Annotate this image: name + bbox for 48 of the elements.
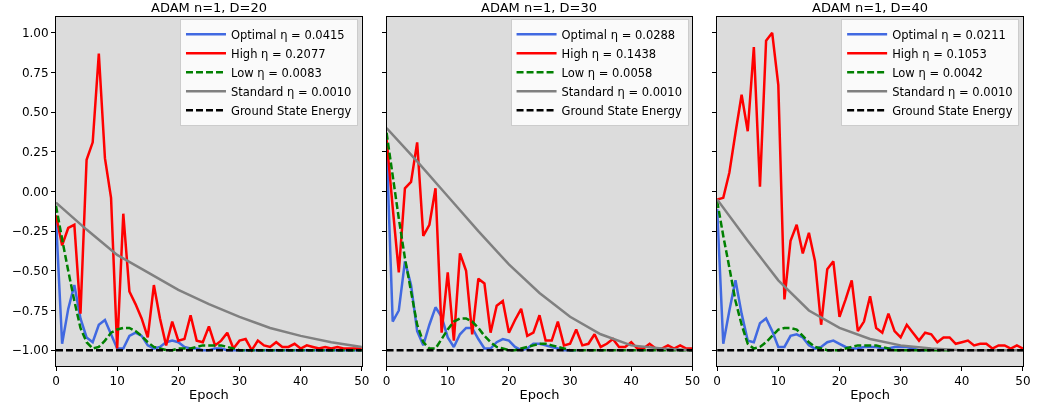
x-axis-title: Epoch (189, 387, 229, 402)
x-tick-label: 0 (713, 374, 721, 389)
x-tick-label: 30 (231, 374, 248, 389)
legend-label: Ground State Energy (892, 103, 1013, 118)
chart-title: ADAM n=1, D=30 (481, 0, 598, 15)
x-tick-label: 0 (382, 374, 391, 389)
y-tick-label: 0.25 (21, 145, 49, 160)
x-tick-label: 40 (293, 374, 309, 389)
chart-title: ADAM n=1, D=40 (812, 0, 929, 15)
x-tick-label: 40 (954, 374, 970, 389)
legend-label: High η = 0.2077 (230, 46, 326, 61)
y-tick-label: −0.25 (11, 224, 49, 239)
y-tick-label: −0.75 (11, 303, 49, 318)
x-tick-label: 10 (440, 374, 456, 389)
y-tick-label: 0.75 (21, 65, 49, 80)
y-tick-label: 0.50 (21, 105, 49, 120)
y-tick-label: 0.00 (21, 184, 49, 199)
chart-title: ADAM n=1, D=20 (151, 0, 268, 15)
legend-label: Low η = 0.0058 (561, 65, 653, 80)
legend-label: Standard η = 0.0010 (561, 84, 683, 99)
x-tick-label: 30 (893, 374, 909, 389)
x-axis-title: Epoch (850, 387, 890, 402)
legend-label: High η = 0.1053 (892, 46, 987, 61)
x-tick-label: 20 (831, 374, 848, 389)
legend-label: Low η = 0.0042 (892, 65, 983, 80)
x-tick-label: 50 (684, 374, 701, 389)
x-tick-label: 50 (354, 374, 370, 389)
legend-label: Low η = 0.0083 (230, 65, 322, 80)
legend-label: Optimal η = 0.0288 (561, 27, 676, 42)
x-tick-label: 10 (109, 374, 125, 389)
y-tick-label: −1.00 (11, 343, 49, 358)
x-tick-label: 20 (170, 374, 186, 389)
x-tick-label: 30 (562, 374, 578, 389)
x-tick-label: 40 (623, 374, 639, 389)
legend-label: Optimal η = 0.0211 (892, 27, 1006, 42)
legend-label: Standard η = 0.0010 (230, 84, 352, 99)
legend-label: Optimal η = 0.0415 (230, 27, 345, 42)
x-tick-label: 10 (770, 374, 786, 389)
y-tick-label: −0.50 (11, 264, 49, 279)
x-tick-label: 20 (501, 374, 517, 389)
legend-label: Standard η = 0.0010 (892, 84, 1013, 99)
x-tick-label: 0 (52, 374, 60, 389)
y-tick-label: 1.00 (21, 26, 49, 41)
x-tick-label: 50 (1015, 374, 1031, 389)
legend-label: Ground State Energy (561, 103, 683, 118)
legend-label: Ground State Energy (230, 103, 352, 118)
legend-label: High η = 0.1438 (561, 46, 657, 61)
x-axis-title: Epoch (519, 387, 560, 402)
